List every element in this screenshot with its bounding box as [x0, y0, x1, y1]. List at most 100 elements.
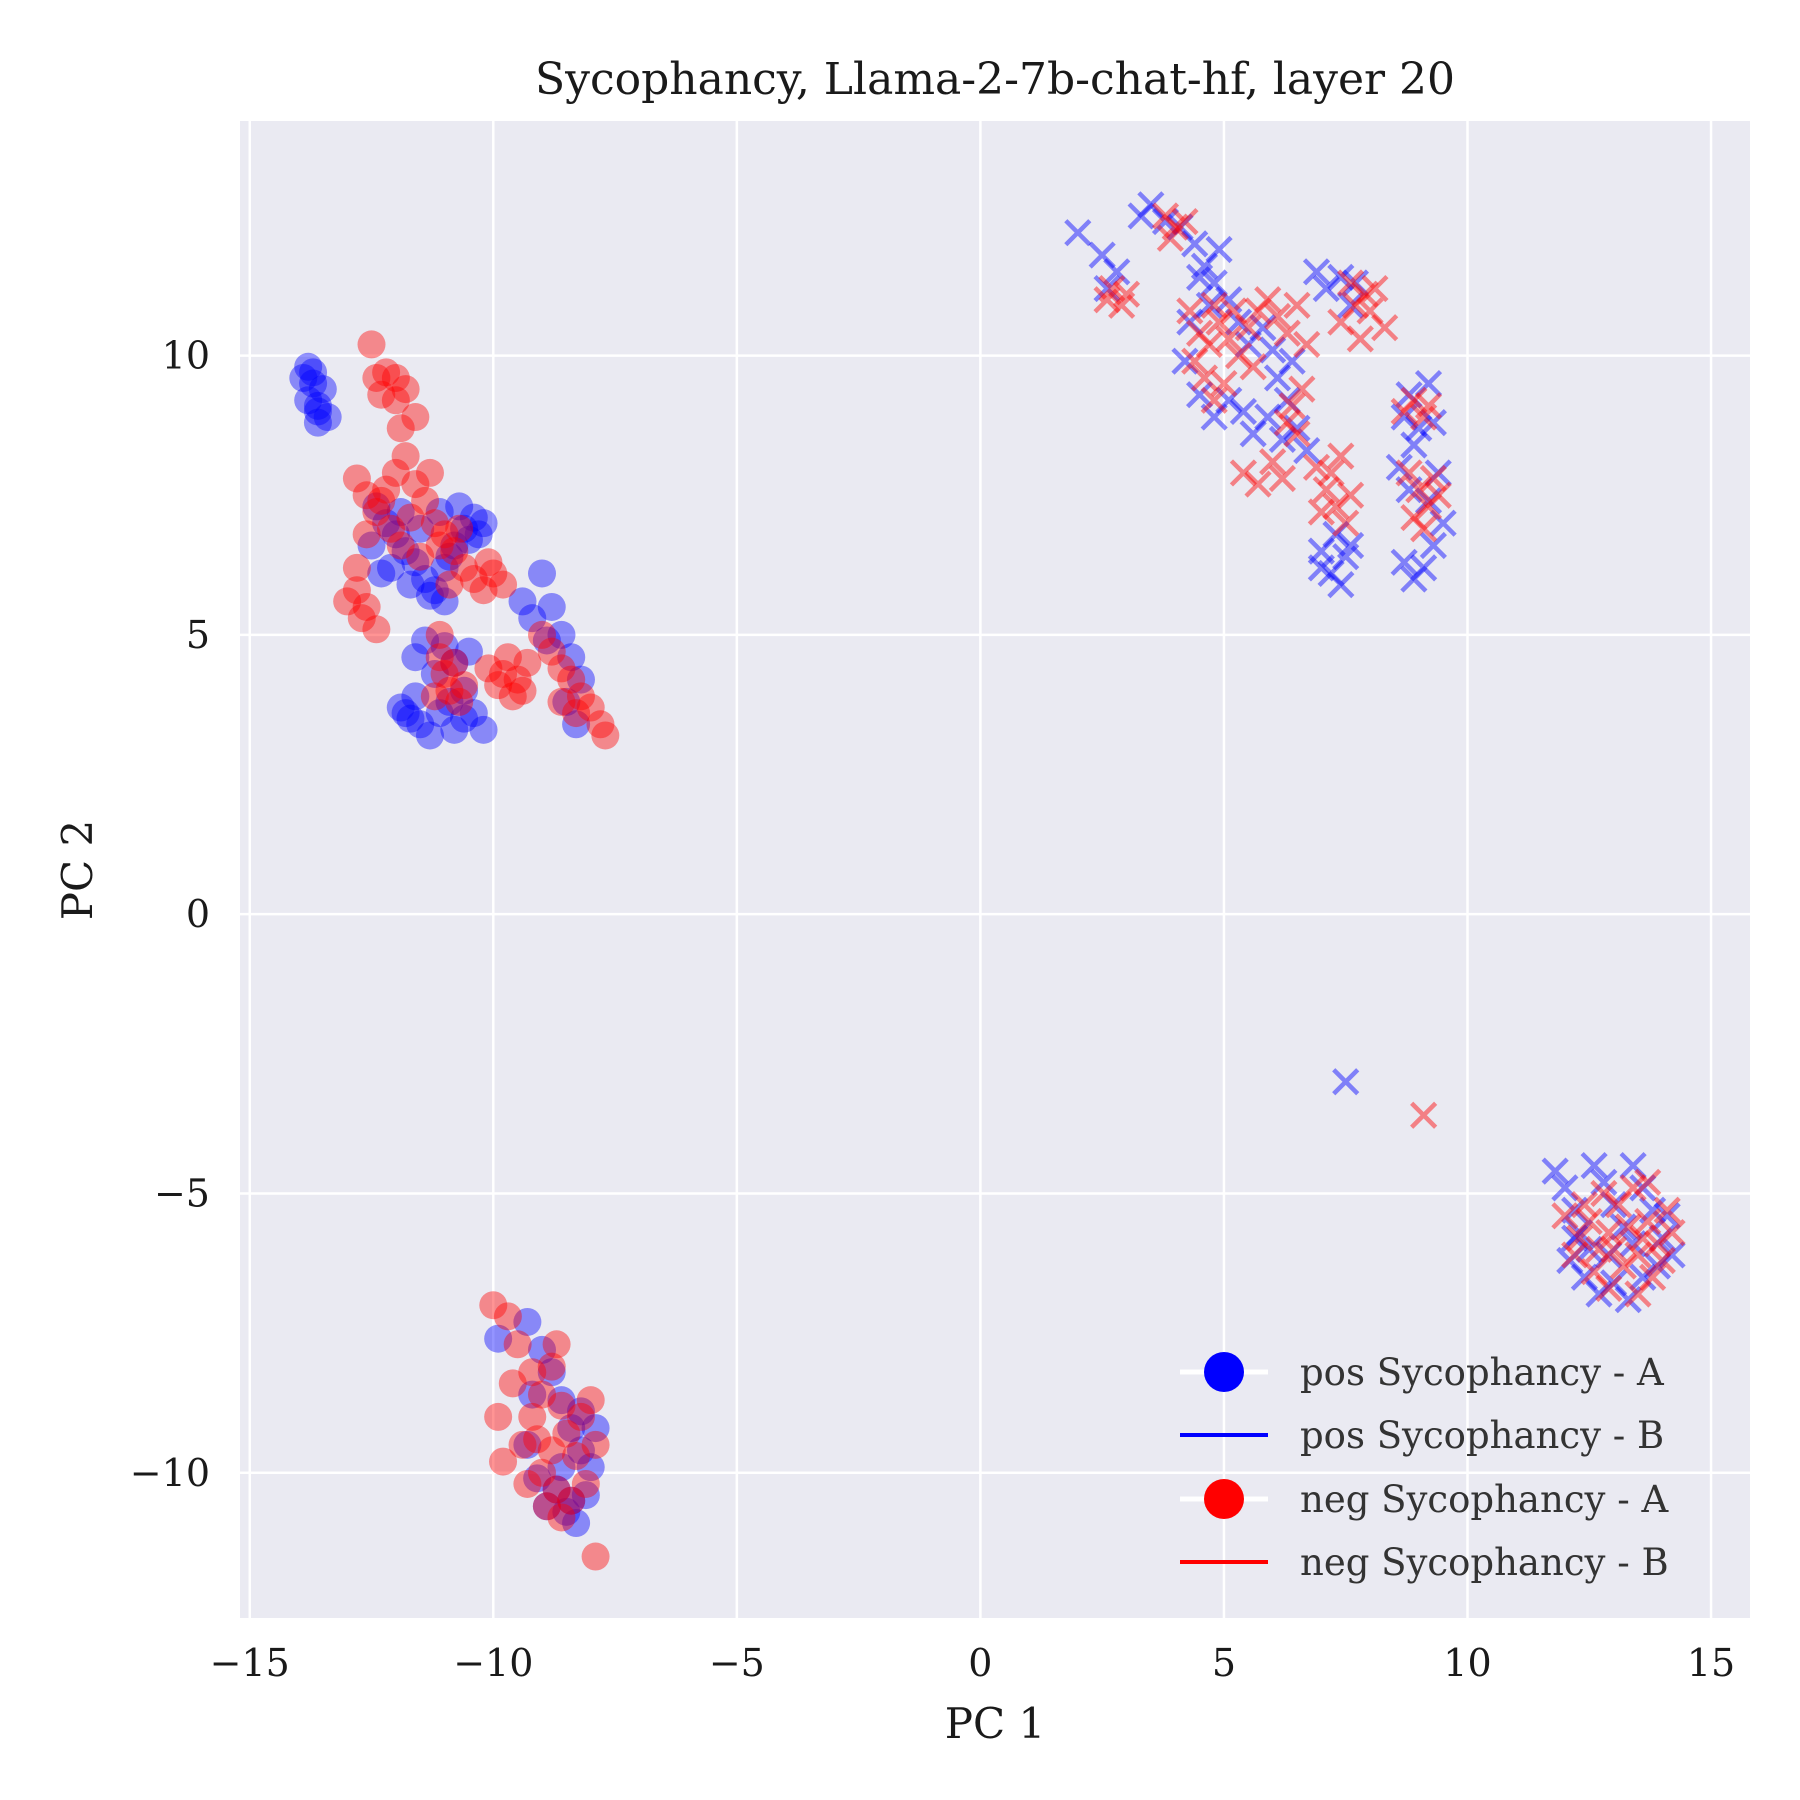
data-point	[445, 687, 474, 716]
data-point	[513, 1469, 542, 1498]
data-point	[411, 565, 440, 594]
data-point	[1341, 291, 1370, 319]
data-point	[537, 592, 566, 621]
data-point	[1570, 1191, 1598, 1219]
data-point	[1302, 453, 1331, 481]
data-point	[1278, 347, 1306, 375]
series-neg-sycophancy-b	[1093, 202, 1686, 1308]
data-point	[1385, 453, 1413, 481]
data-point	[440, 715, 469, 744]
y-tick-label: −5	[154, 1171, 210, 1215]
data-point	[1638, 1263, 1667, 1291]
data-point	[576, 1386, 605, 1415]
data-point	[1200, 403, 1228, 431]
data-point	[357, 531, 386, 560]
data-point	[1249, 314, 1277, 342]
data-point	[435, 570, 464, 599]
data-point	[557, 643, 586, 672]
data-point	[1410, 403, 1438, 431]
data-point	[484, 671, 513, 700]
data-point	[1405, 414, 1433, 442]
data-point	[411, 626, 440, 655]
data-point	[1166, 213, 1194, 241]
data-point	[591, 721, 620, 750]
data-point	[552, 1497, 581, 1526]
data-point	[342, 576, 371, 605]
data-point	[401, 403, 430, 432]
data-point	[1195, 330, 1223, 359]
data-point	[1307, 537, 1335, 565]
data-point	[372, 475, 401, 504]
data-point	[372, 509, 401, 538]
data-point	[528, 1335, 556, 1364]
data-point	[1395, 381, 1423, 409]
data-point	[1283, 414, 1311, 442]
data-point	[528, 559, 556, 588]
data-point	[469, 715, 498, 744]
data-point	[1190, 364, 1219, 392]
data-point	[450, 704, 479, 733]
data-point	[1302, 258, 1331, 286]
data-point	[557, 665, 586, 694]
data-points	[289, 191, 1686, 1571]
data-point	[1317, 559, 1345, 588]
data-point	[1322, 520, 1350, 548]
data-point	[459, 699, 488, 728]
data-point	[1556, 1246, 1584, 1275]
data-point	[425, 498, 454, 527]
data-point	[547, 687, 576, 716]
data-point	[1327, 308, 1355, 336]
data-point	[537, 1352, 566, 1381]
data-point	[532, 1492, 561, 1521]
data-point	[1317, 459, 1345, 487]
data-point	[562, 710, 591, 739]
data-point	[459, 503, 488, 532]
data-point	[1254, 286, 1282, 314]
data-point	[1156, 224, 1184, 252]
data-point	[1185, 381, 1214, 409]
x-tick-label: −15	[210, 1641, 290, 1685]
data-point	[1064, 219, 1092, 247]
data-point	[352, 481, 381, 510]
data-point	[1215, 286, 1243, 314]
data-point	[299, 358, 328, 387]
data-point	[1356, 297, 1384, 325]
data-point	[1200, 291, 1228, 319]
data-point	[1351, 280, 1379, 308]
data-point	[1648, 1224, 1676, 1252]
data-point	[303, 408, 332, 437]
data-point	[1259, 336, 1287, 364]
legend-entry-pos-a: pos Sycophancy - A	[1180, 1351, 1665, 1394]
data-point	[1278, 392, 1306, 420]
data-point	[362, 492, 391, 521]
data-point	[425, 620, 454, 649]
data-point	[420, 682, 449, 711]
data-point	[562, 699, 591, 728]
data-point	[1293, 330, 1321, 359]
data-point	[1400, 565, 1428, 593]
data-point	[528, 1458, 556, 1487]
data-point	[523, 1425, 552, 1454]
data-point	[1273, 409, 1301, 437]
data-point	[547, 1386, 576, 1415]
data-point	[532, 626, 561, 655]
data-point	[396, 503, 425, 532]
data-point	[1414, 492, 1443, 521]
data-point	[1585, 1280, 1613, 1308]
data-point	[503, 665, 532, 694]
data-point	[1629, 1224, 1657, 1252]
data-point	[1171, 207, 1199, 236]
data-point	[1570, 1263, 1598, 1291]
data-point	[547, 654, 576, 683]
data-point	[1424, 481, 1452, 509]
data-point	[1307, 498, 1335, 526]
x-tick-label: 10	[1443, 1641, 1491, 1685]
y-axis-title: PC 2	[53, 820, 102, 920]
y-tick-label: 0	[186, 892, 210, 936]
data-point	[1653, 1202, 1681, 1230]
data-point	[1224, 308, 1253, 336]
data-point	[581, 1414, 610, 1443]
data-point	[333, 587, 362, 616]
data-point	[493, 1302, 522, 1331]
data-point	[1224, 342, 1253, 370]
